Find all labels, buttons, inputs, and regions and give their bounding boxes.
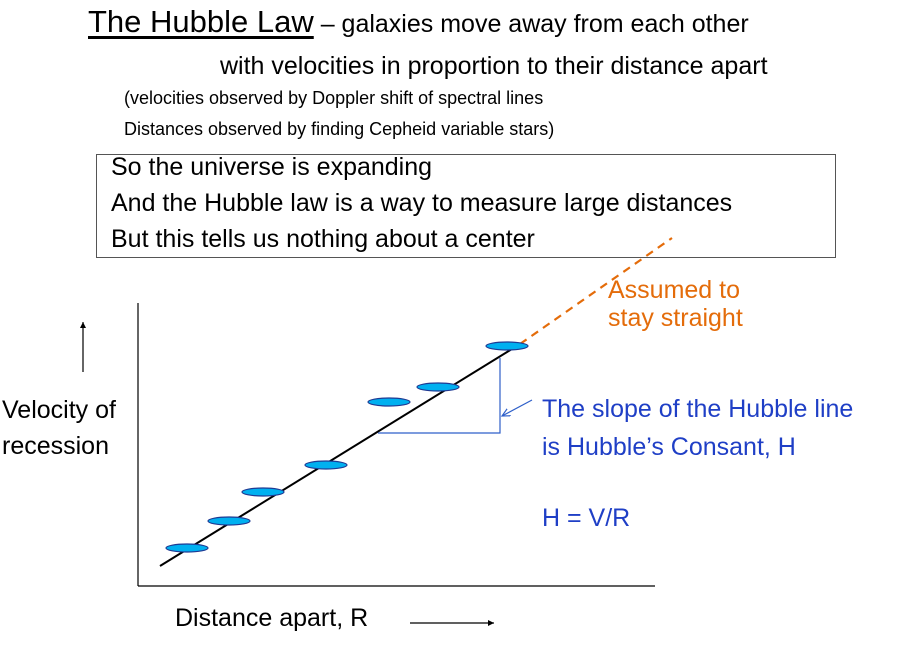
slope-label-line1: The slope of the Hubble line xyxy=(542,395,854,423)
extrapolation-label: Assumed to stay straight xyxy=(608,276,743,332)
page-title: The Hubble Law xyxy=(88,4,314,39)
galaxy-marker xyxy=(367,397,411,407)
doppler-note: (velocities observed by Doppler shift of… xyxy=(124,88,544,108)
galaxy-marker xyxy=(207,516,251,526)
title-line: The Hubble Law – galaxies move away from… xyxy=(88,4,749,40)
cepheid-note: Distances observed by finding Cepheid va… xyxy=(124,119,555,139)
title-description: – galaxies move away from each other xyxy=(313,10,749,38)
galaxy-marker xyxy=(165,543,209,553)
slope-pointer-arrow xyxy=(502,399,533,416)
hubble-formula: H = V/R xyxy=(542,504,631,532)
extrapolation-line xyxy=(519,237,673,345)
x-axis-label: Distance apart, R xyxy=(175,604,369,632)
galaxy-marker xyxy=(304,460,348,470)
title-description-line2: with velocities in proportion to their d… xyxy=(220,52,768,80)
summary-line-center: But this tells us nothing about a center xyxy=(111,225,535,253)
slope-label: The slope of the Hubble line is Hubble’s… xyxy=(542,390,853,466)
summary-box: So the universe is expanding And the Hub… xyxy=(96,153,836,258)
galaxy-marker xyxy=(485,341,529,351)
summary-line-distances: And the Hubble law is a way to measure l… xyxy=(111,189,733,217)
slope-label-line2: is Hubble’s Consant, H xyxy=(542,433,796,461)
slope-triangle xyxy=(378,358,501,434)
galaxy-marker xyxy=(241,487,285,497)
y-axis-label: Velocity of recession xyxy=(2,396,116,460)
galaxy-marker xyxy=(416,382,460,392)
hubble-line xyxy=(159,343,521,567)
summary-line-expanding: So the universe is expanding xyxy=(111,153,433,181)
